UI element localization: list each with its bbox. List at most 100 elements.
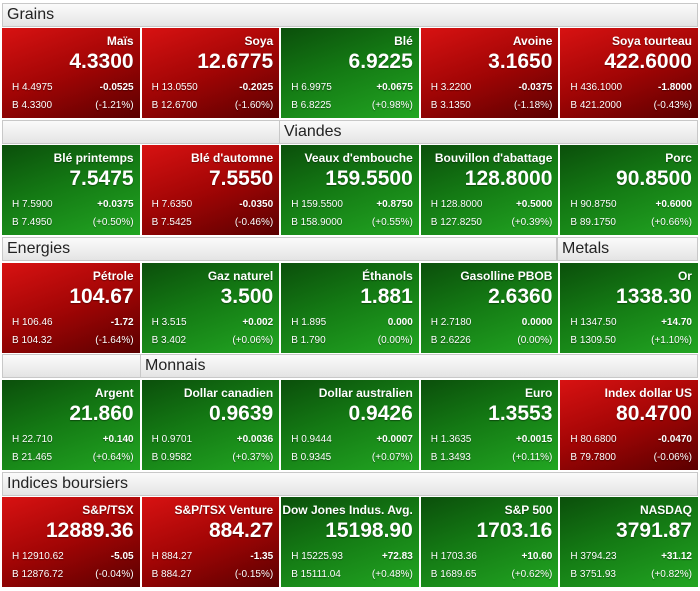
high-price: H 6.9975 [291, 82, 332, 93]
price-change: +0.140 [102, 434, 134, 445]
high-price: H 4.4975 [12, 82, 53, 93]
low-price: B 884.27 [151, 569, 192, 580]
quote-tile[interactable]: Blé printemps 7.5475 H 7.5900 +0.0375 B 7.49… [2, 145, 140, 235]
quote-tile[interactable]: Soya tourteau 422.6000 H 436.1000 -1.8000 B … [560, 28, 698, 118]
last-price: 90.8500 [616, 167, 692, 190]
high-price: H 128.8000 [430, 199, 483, 210]
high-price: H 3794.23 [570, 551, 617, 562]
price-change: -0.0525 [99, 82, 134, 93]
low-price: B 2.6226 [430, 335, 471, 346]
quote-tile[interactable]: Avoine 3.1650 H 3.2200 -0.0375 B 3.1350 (-1.1… [420, 28, 559, 118]
section-header: Indices boursiers [2, 472, 698, 496]
instrument-name: Dollar australien [318, 386, 413, 400]
high-price: H 106.46 [12, 317, 53, 328]
last-price: 159.5500 [325, 167, 413, 190]
last-price: 15198.90 [325, 519, 413, 542]
low-price: B 421.2000 [570, 100, 622, 111]
last-price: 1.881 [360, 285, 413, 308]
instrument-name: NASDAQ [639, 503, 692, 517]
high-price: H 436.1000 [570, 82, 623, 93]
quote-tile[interactable]: Bouvillon d'abattage 128.8000 H 128.8000 +0… [420, 145, 559, 235]
price-change: -5.05 [110, 551, 134, 562]
percent-change: (-1.18%) [514, 100, 553, 111]
instrument-name: Avoine [512, 34, 553, 48]
instrument-name: Pétrole [92, 269, 134, 283]
instrument-name: Soya tourteau [611, 34, 692, 48]
last-price: 128.8000 [464, 167, 553, 190]
quote-tile[interactable]: Gasolline PBOB 2.6360 H 2.7180 0.0000 B 2.62… [420, 263, 559, 353]
instrument-name: Argent [94, 386, 134, 400]
percent-change: (-0.04%) [95, 569, 134, 580]
quote-tile[interactable]: Soya 12.6775 H 13.0550 -0.2025 B 12.6700 (-1.… [141, 28, 280, 118]
instrument-name: Euro [525, 386, 553, 400]
quote-tile[interactable]: Argent 21.860 H 22.710 +0.140 B 21.465 (+0.64… [2, 380, 140, 470]
section-header: Grains [2, 3, 698, 27]
percent-change: (-0.06%) [653, 452, 692, 463]
price-change: +0.0036 [236, 434, 274, 445]
high-price: H 90.8750 [570, 199, 617, 210]
low-price: B 15111.04 [291, 569, 341, 580]
quote-tile[interactable]: S&P/TSX 12889.36 H 12910.62 -5.05 B 12876.72… [2, 497, 140, 587]
price-change: +0.0015 [515, 434, 553, 445]
last-price: 3791.87 [616, 519, 692, 542]
quote-tile[interactable]: Dollar australien 0.9426 H 0.9444 +0.0007 B … [281, 380, 419, 470]
price-change: -0.0350 [239, 199, 274, 210]
last-price: 3.500 [220, 285, 274, 308]
percent-change: (+0.50%) [92, 217, 134, 228]
percent-change: (+0.06%) [232, 335, 274, 346]
high-price: H 22.710 [12, 434, 53, 445]
last-price: 7.5475 [69, 167, 134, 190]
percent-change: (-0.15%) [234, 569, 274, 580]
low-price: B 4.3300 [12, 100, 53, 111]
percent-change: (-1.60%) [234, 100, 274, 111]
instrument-name: Blé [394, 34, 413, 48]
section-header: Viandes [279, 120, 698, 144]
high-price: H 159.5500 [291, 199, 343, 210]
percent-change: (+0.66%) [651, 217, 692, 228]
percent-change: (+0.55%) [371, 217, 413, 228]
low-price: B 0.9582 [151, 452, 192, 463]
quote-tile[interactable]: Index dollar US 80.4700 H 80.6800 -0.0470 B … [560, 380, 698, 470]
instrument-name: S&P/TSX Venture [174, 503, 274, 517]
price-change: 0.0000 [521, 317, 553, 328]
quote-tile[interactable]: Veaux d'embouche 159.5500 H 159.5500 +0.875… [281, 145, 419, 235]
quote-tile[interactable]: S&P 500 1703.16 H 1703.36 +10.60 B 1689.65 (+… [420, 497, 559, 587]
quote-tile[interactable]: S&P/TSX Venture 884.27 H 884.27 -1.35 B 884.… [141, 497, 280, 587]
high-price: H 0.9444 [291, 434, 332, 445]
quote-tile[interactable]: Gaz naturel 3.500 H 3.515 +0.002 B 3.402 (+0.… [141, 263, 280, 353]
quote-tile[interactable]: Pétrole 104.67 H 106.46 -1.72 B 104.32 (-1.64… [2, 263, 140, 353]
last-price: 4.3300 [69, 50, 134, 73]
high-price: H 12910.62 [12, 551, 64, 562]
instrument-name: Gasolline PBOB [460, 269, 553, 283]
quote-tile[interactable]: Blé d'automne 7.5550 H 7.6350 -0.0350 B 7.54… [141, 145, 280, 235]
quote-tile[interactable]: Dow Jones Indus. Avg. 15198.90 H 15225.93 +… [281, 497, 419, 587]
last-price: 0.9426 [348, 402, 413, 425]
low-price: B 158.9000 [291, 217, 343, 228]
quote-tile[interactable]: Éthanols 1.881 H 1.895 0.000 B 1.790 (0.00%) [281, 263, 419, 353]
percent-change: (+0.37%) [232, 452, 274, 463]
quote-tile[interactable]: Or 1338.30 H 1347.50 +14.70 B 1309.50 (+1.10%… [560, 263, 698, 353]
quote-tile[interactable]: Maïs 4.3300 H 4.4975 -0.0525 B 4.3300 (-1.21%… [2, 28, 140, 118]
quote-tile[interactable]: NASDAQ 3791.87 H 3794.23 +31.12 B 3751.93 (+0… [560, 497, 698, 587]
last-price: 7.5550 [208, 167, 274, 190]
high-price: H 884.27 [151, 551, 193, 562]
high-price: H 0.9701 [151, 434, 193, 445]
quote-tile[interactable]: Dollar canadien 0.9639 H 0.9701 +0.0036 B 0.… [141, 380, 280, 470]
tile-row: Maïs 4.3300 H 4.4975 -0.0525 B 4.3300 (-1.21%… [2, 28, 698, 118]
percent-change: (-0.46%) [234, 217, 274, 228]
price-change: -1.35 [250, 551, 274, 562]
quote-tile[interactable]: Blé 6.9225 H 6.9975 +0.0675 B 6.8225 (+0.98%) [281, 28, 419, 118]
low-price: B 12876.72 [12, 569, 64, 580]
quote-tile[interactable]: Porc 90.8500 H 90.8750 +0.6000 B 89.1750 (+0.… [560, 145, 698, 235]
percent-change: (+0.64%) [92, 452, 134, 463]
low-price: B 104.32 [12, 335, 53, 346]
instrument-name: Éthanols [362, 269, 413, 283]
quote-tile[interactable]: Euro 1.3553 H 1.3635 +0.0015 B 1.3493 (+0.11%… [420, 380, 559, 470]
price-change: +0.0375 [97, 199, 134, 210]
high-price: H 80.6800 [570, 434, 617, 445]
last-price: 104.67 [69, 285, 134, 308]
low-price: B 12.6700 [151, 100, 198, 111]
low-price: B 7.5425 [151, 217, 192, 228]
section-header: Metals [557, 237, 698, 261]
instrument-name: Gaz naturel [207, 269, 274, 283]
